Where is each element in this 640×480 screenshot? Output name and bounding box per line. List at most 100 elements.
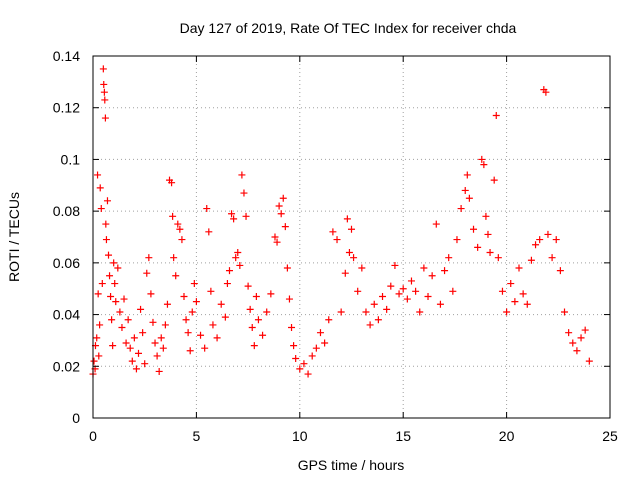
x-tick-label: 0	[89, 428, 97, 444]
data-point	[114, 264, 122, 272]
data-point	[176, 225, 184, 233]
data-point	[441, 267, 449, 275]
data-point	[288, 324, 296, 331]
data-point	[420, 264, 428, 272]
data-point	[197, 331, 205, 339]
data-point	[391, 261, 399, 269]
data-point	[532, 241, 540, 249]
data-point	[465, 194, 473, 202]
data-point	[170, 254, 178, 262]
data-point	[263, 308, 271, 316]
y-axis-label: ROTI / TECUs	[6, 192, 22, 282]
data-point	[107, 292, 115, 300]
data-point	[503, 308, 511, 316]
data-point	[565, 329, 573, 337]
data-point	[232, 254, 240, 262]
axis-ticks: 0 5 10 15 20 25 0 0.02 0.04 0.06 0.08 0.1 0.12 0.14	[53, 48, 618, 444]
data-point	[151, 339, 159, 347]
data-point	[101, 114, 109, 122]
data-point	[407, 277, 415, 285]
data-point	[221, 313, 229, 321]
data-point	[581, 326, 589, 334]
data-point	[337, 308, 345, 316]
data-point	[149, 318, 157, 326]
data-point	[478, 155, 486, 163]
data-point	[141, 360, 149, 368]
data-point	[292, 355, 300, 363]
data-point	[445, 254, 453, 262]
y-tick-label: 0.12	[53, 100, 80, 116]
data-point	[552, 236, 560, 244]
data-point	[112, 298, 120, 306]
data-point	[252, 292, 260, 300]
data-point	[325, 316, 333, 324]
data-point	[105, 251, 113, 259]
data-point	[254, 316, 262, 324]
y-tick-label: 0.04	[53, 307, 80, 323]
data-point	[395, 290, 403, 298]
data-point	[93, 334, 101, 342]
data-point	[137, 305, 145, 313]
data-point	[159, 344, 167, 352]
y-tick-label: 0.02	[53, 358, 80, 374]
data-point	[556, 267, 564, 275]
data-point	[174, 220, 182, 228]
data-point	[271, 233, 279, 241]
data-point	[277, 210, 285, 218]
data-point	[145, 254, 153, 262]
data-point	[192, 298, 200, 306]
x-tick-label: 5	[193, 428, 201, 444]
data-point	[358, 264, 366, 272]
data-point	[100, 80, 108, 88]
data-point	[223, 280, 231, 288]
y-tick-label: 0.08	[53, 203, 80, 219]
data-point	[296, 365, 304, 373]
data-point	[143, 269, 151, 277]
data-point	[238, 171, 246, 179]
data-point	[412, 287, 420, 295]
data-point	[147, 290, 155, 298]
data-point	[155, 367, 163, 375]
data-point	[130, 334, 138, 342]
data-point	[362, 308, 370, 316]
data-point	[95, 352, 103, 360]
data-point	[109, 342, 117, 350]
data-point	[312, 344, 320, 352]
data-point	[259, 331, 267, 339]
data-point	[139, 329, 147, 337]
data-point	[449, 287, 457, 295]
y-tick-label: 0.06	[53, 255, 80, 271]
data-point	[100, 88, 108, 96]
data-point	[461, 186, 469, 194]
data-point	[463, 171, 471, 179]
data-point	[230, 215, 238, 223]
data-point	[97, 205, 105, 213]
data-point	[116, 308, 124, 316]
data-point	[474, 243, 482, 251]
data-point	[236, 261, 244, 269]
data-point	[94, 290, 102, 298]
data-point	[515, 264, 523, 272]
data-point	[544, 230, 552, 238]
data-point	[172, 272, 180, 280]
data-point	[424, 292, 432, 300]
data-point	[387, 282, 395, 290]
data-point	[428, 272, 436, 280]
data-point	[161, 321, 169, 329]
data-point	[182, 316, 190, 324]
data-point	[94, 171, 102, 179]
plot-frame	[92, 55, 611, 419]
data-point	[507, 280, 515, 288]
data-point	[134, 349, 142, 357]
data-point	[163, 300, 171, 308]
x-tick-label: 20	[499, 428, 515, 444]
data-point	[585, 357, 593, 365]
data-point	[345, 249, 353, 257]
data-point	[348, 225, 355, 233]
data-point	[101, 96, 109, 104]
data-point	[132, 365, 140, 373]
data-point	[343, 215, 351, 223]
data-point	[573, 347, 581, 355]
data-point	[242, 212, 250, 220]
